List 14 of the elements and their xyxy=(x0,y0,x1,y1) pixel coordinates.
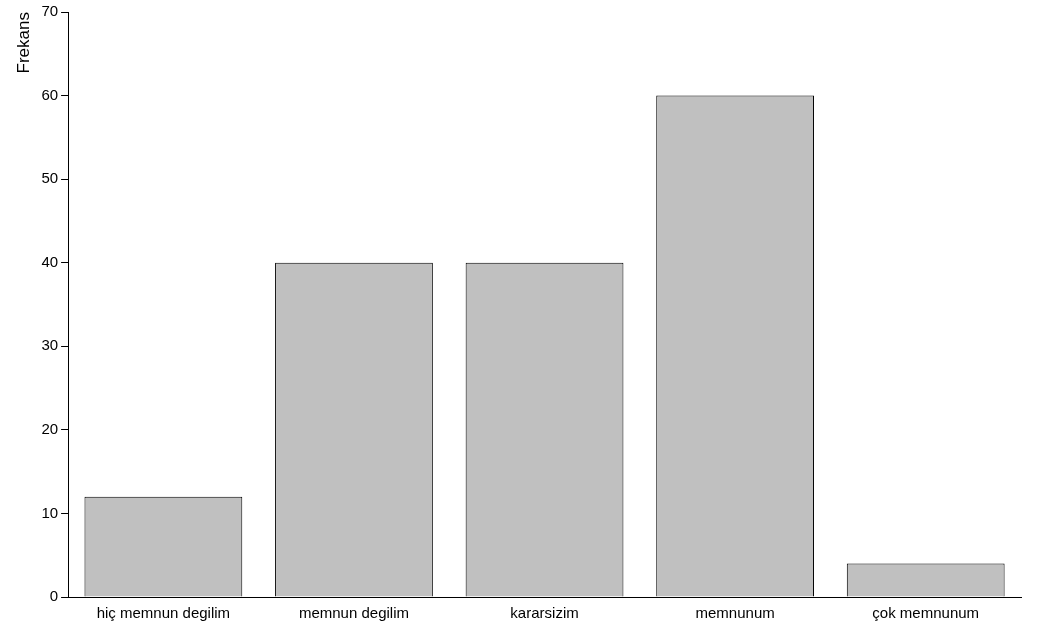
y-tick-label: 40 xyxy=(41,252,59,270)
x-tick-label: memnunum xyxy=(695,604,775,622)
y-tick-label: 60 xyxy=(41,85,59,103)
y-tick-label: 20 xyxy=(41,420,59,437)
y-tick-label: 50 xyxy=(41,169,59,187)
x-tick-label: hiç memnun degilim xyxy=(96,604,231,622)
x-tick-label: memnun degilim xyxy=(298,604,409,622)
y-axis-title: Frekans xyxy=(13,12,33,74)
y-tick-label: 10 xyxy=(41,503,59,521)
y-tick-label: 30 xyxy=(41,336,59,354)
y-tick-label: 70 xyxy=(41,2,59,20)
y-tick-label: 0 xyxy=(49,587,59,605)
x-tick-label: çok memnunum xyxy=(872,604,980,622)
x-tick-label: kararsizim xyxy=(510,604,579,622)
